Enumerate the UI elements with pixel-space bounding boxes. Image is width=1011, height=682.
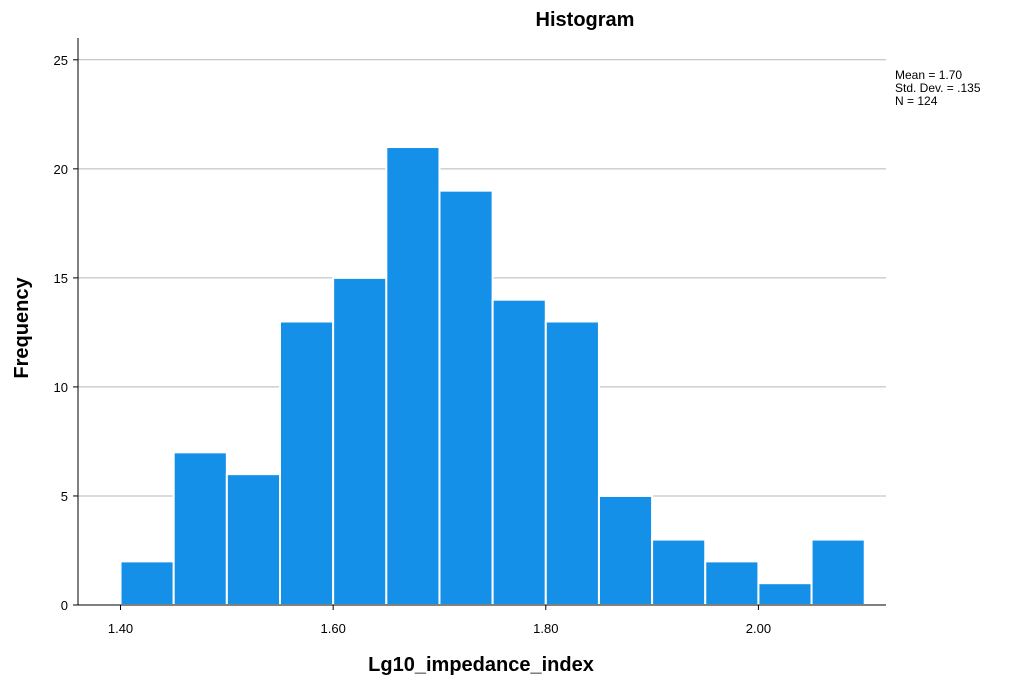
stats-line: N = 124: [895, 94, 938, 108]
y-tick-label: 0: [61, 598, 68, 613]
histogram-bar: [225, 473, 281, 606]
histogram-bar: [172, 451, 228, 606]
histogram-bar: [438, 189, 494, 606]
x-tick-label: 1.80: [533, 621, 558, 636]
histogram-bar: [119, 560, 175, 607]
histogram-bar: [385, 146, 441, 607]
x-tick-label: 2.00: [746, 621, 771, 636]
stats-line: Mean = 1.70: [895, 68, 962, 82]
y-tick-label: 20: [54, 162, 68, 177]
y-axis-label: Frequency: [11, 277, 33, 379]
stats-line: Std. Dev. = .135: [895, 81, 981, 95]
y-tick-label: 25: [54, 53, 68, 68]
histogram-bar: [332, 276, 388, 606]
histogram-bar: [651, 538, 707, 606]
histogram-bar: [597, 494, 654, 607]
histogram-bar: [544, 320, 600, 606]
histogram-bar: [704, 560, 760, 607]
histogram-bar: [491, 298, 547, 606]
x-tick-labels: 1.40 1.60 1.80 2.00: [108, 621, 771, 636]
x-tick-label: 1.60: [321, 621, 346, 636]
histogram-bar: [279, 320, 335, 606]
y-tick-label: 10: [54, 380, 68, 395]
axes: [73, 38, 886, 610]
x-axis-label: Lg10_impedance_index: [368, 654, 594, 676]
y-tick-label: 15: [54, 271, 68, 286]
histogram-bar: [757, 582, 813, 607]
x-tick-label: 1.40: [108, 621, 133, 636]
chart-title: Histogram: [536, 9, 635, 31]
y-tick-labels: 0 5 10 15 20 25: [54, 53, 68, 613]
histogram-bar: [810, 538, 866, 606]
bars: [119, 146, 866, 607]
y-tick-label: 5: [61, 489, 68, 504]
